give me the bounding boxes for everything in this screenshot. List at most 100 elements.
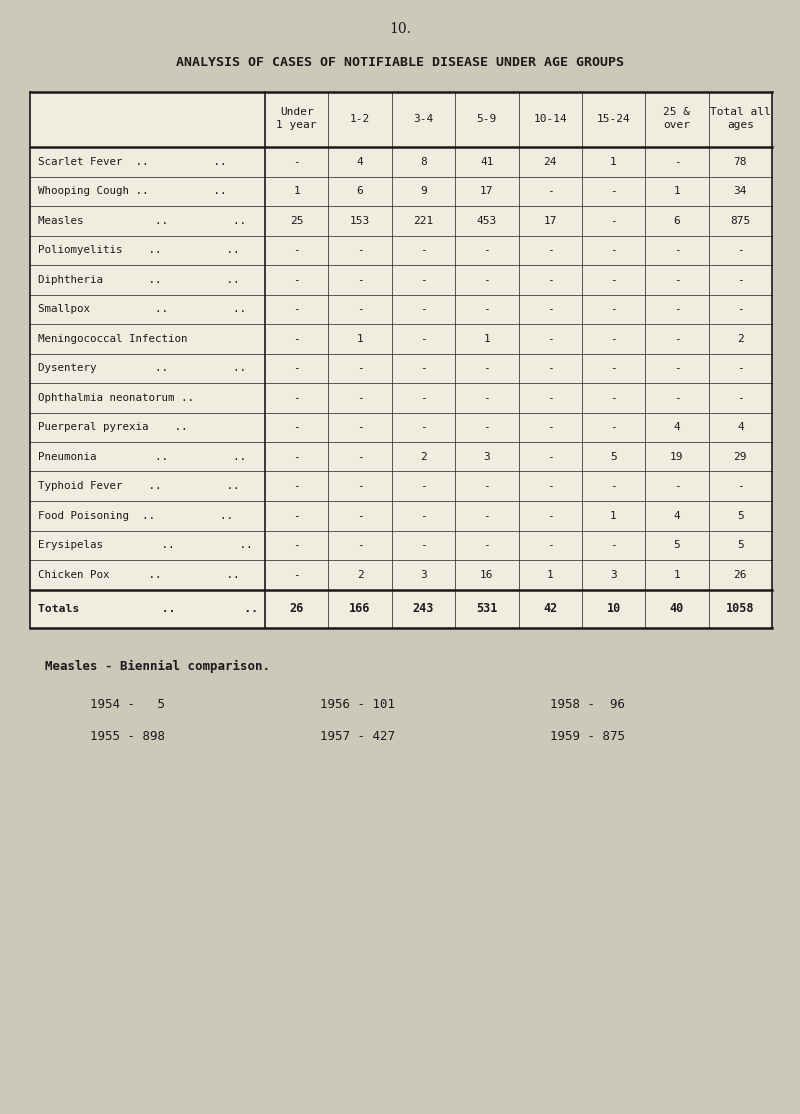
Text: -: - [294, 157, 300, 167]
Text: 531: 531 [476, 602, 498, 615]
Text: 16: 16 [480, 569, 494, 579]
Text: -: - [294, 275, 300, 285]
Text: -: - [294, 422, 300, 432]
Text: 875: 875 [730, 216, 750, 226]
Text: 221: 221 [414, 216, 434, 226]
Text: -: - [483, 245, 490, 255]
Text: -: - [610, 334, 617, 344]
Text: -: - [674, 363, 680, 373]
Text: -: - [483, 393, 490, 403]
Text: -: - [547, 422, 554, 432]
Text: Scarlet Fever  ..          ..: Scarlet Fever .. .. [38, 157, 226, 167]
Text: -: - [610, 481, 617, 491]
Text: 25 &
over: 25 & over [663, 107, 690, 129]
Text: -: - [357, 452, 363, 461]
Text: -: - [674, 481, 680, 491]
Text: -: - [420, 540, 427, 550]
Text: Totals            ..          ..: Totals .. .. [38, 604, 258, 614]
Text: 1: 1 [294, 186, 300, 196]
Text: 5: 5 [737, 510, 744, 520]
Text: -: - [610, 540, 617, 550]
Text: 5: 5 [610, 452, 617, 461]
Text: 2: 2 [357, 569, 363, 579]
Text: -: - [547, 334, 554, 344]
Text: Whooping Cough ..          ..: Whooping Cough .. .. [38, 186, 226, 196]
Text: -: - [674, 157, 680, 167]
Bar [30, 92, 772, 627]
Text: -: - [610, 216, 617, 226]
Text: -: - [357, 363, 363, 373]
Text: Puerperal pyrexia    ..: Puerperal pyrexia .. [38, 422, 187, 432]
Text: 10: 10 [606, 602, 621, 615]
Text: 41: 41 [480, 157, 494, 167]
Text: -: - [737, 275, 744, 285]
Text: -: - [737, 304, 744, 314]
Text: 1957 - 427: 1957 - 427 [320, 730, 395, 743]
Text: 40: 40 [670, 602, 684, 615]
Text: 4: 4 [674, 510, 680, 520]
Text: -: - [483, 363, 490, 373]
Text: ANALYSIS OF CASES OF NOTIFIABLE DISEASE UNDER AGE GROUPS: ANALYSIS OF CASES OF NOTIFIABLE DISEASE … [176, 56, 624, 69]
Text: Erysipelas         ..          ..: Erysipelas .. .. [38, 540, 253, 550]
Text: -: - [610, 393, 617, 403]
Text: 1: 1 [610, 157, 617, 167]
Text: Total all
ages: Total all ages [710, 107, 770, 129]
Text: -: - [737, 245, 744, 255]
Text: 1-2: 1-2 [350, 114, 370, 124]
Text: 2: 2 [420, 452, 427, 461]
Text: 26: 26 [290, 602, 304, 615]
Text: -: - [610, 422, 617, 432]
Text: 17: 17 [480, 186, 494, 196]
Text: Measles - Biennial comparison.: Measles - Biennial comparison. [45, 659, 270, 673]
Text: 1058: 1058 [726, 602, 754, 615]
Text: -: - [420, 481, 427, 491]
Text: -: - [294, 334, 300, 344]
Text: 1958 -  96: 1958 - 96 [550, 697, 625, 711]
Text: -: - [737, 393, 744, 403]
Text: -: - [547, 186, 554, 196]
Text: Ophthalmia neonatorum ..: Ophthalmia neonatorum .. [38, 393, 194, 403]
Text: -: - [674, 245, 680, 255]
Text: -: - [420, 334, 427, 344]
Text: Meningococcal Infection: Meningococcal Infection [38, 334, 187, 344]
Text: -: - [420, 275, 427, 285]
Text: -: - [547, 245, 554, 255]
Text: -: - [294, 569, 300, 579]
Text: -: - [294, 363, 300, 373]
Text: -: - [294, 481, 300, 491]
Text: -: - [547, 393, 554, 403]
Text: 3: 3 [420, 569, 427, 579]
Text: 29: 29 [734, 452, 747, 461]
Text: 2: 2 [737, 334, 744, 344]
Text: 1: 1 [483, 334, 490, 344]
Text: 3: 3 [610, 569, 617, 579]
Text: 3-4: 3-4 [414, 114, 434, 124]
Text: -: - [294, 393, 300, 403]
Text: -: - [547, 304, 554, 314]
Text: 153: 153 [350, 216, 370, 226]
Text: 19: 19 [670, 452, 684, 461]
Text: -: - [483, 422, 490, 432]
Text: -: - [737, 363, 744, 373]
Text: -: - [357, 245, 363, 255]
Text: 15-24: 15-24 [597, 114, 630, 124]
Text: 4: 4 [674, 422, 680, 432]
Text: Under
1 year: Under 1 year [277, 107, 317, 129]
Text: -: - [674, 275, 680, 285]
Text: 5: 5 [674, 540, 680, 550]
Text: 5-9: 5-9 [477, 114, 497, 124]
Text: -: - [294, 304, 300, 314]
Text: 1954 -   5: 1954 - 5 [90, 697, 165, 711]
Text: -: - [547, 481, 554, 491]
Text: 34: 34 [734, 186, 747, 196]
Text: 6: 6 [357, 186, 363, 196]
Text: -: - [357, 510, 363, 520]
Text: 1: 1 [674, 186, 680, 196]
Text: 3: 3 [483, 452, 490, 461]
Text: -: - [294, 452, 300, 461]
Text: -: - [420, 510, 427, 520]
Text: -: - [610, 304, 617, 314]
Text: -: - [420, 304, 427, 314]
Text: 78: 78 [734, 157, 747, 167]
Text: 1: 1 [547, 569, 554, 579]
